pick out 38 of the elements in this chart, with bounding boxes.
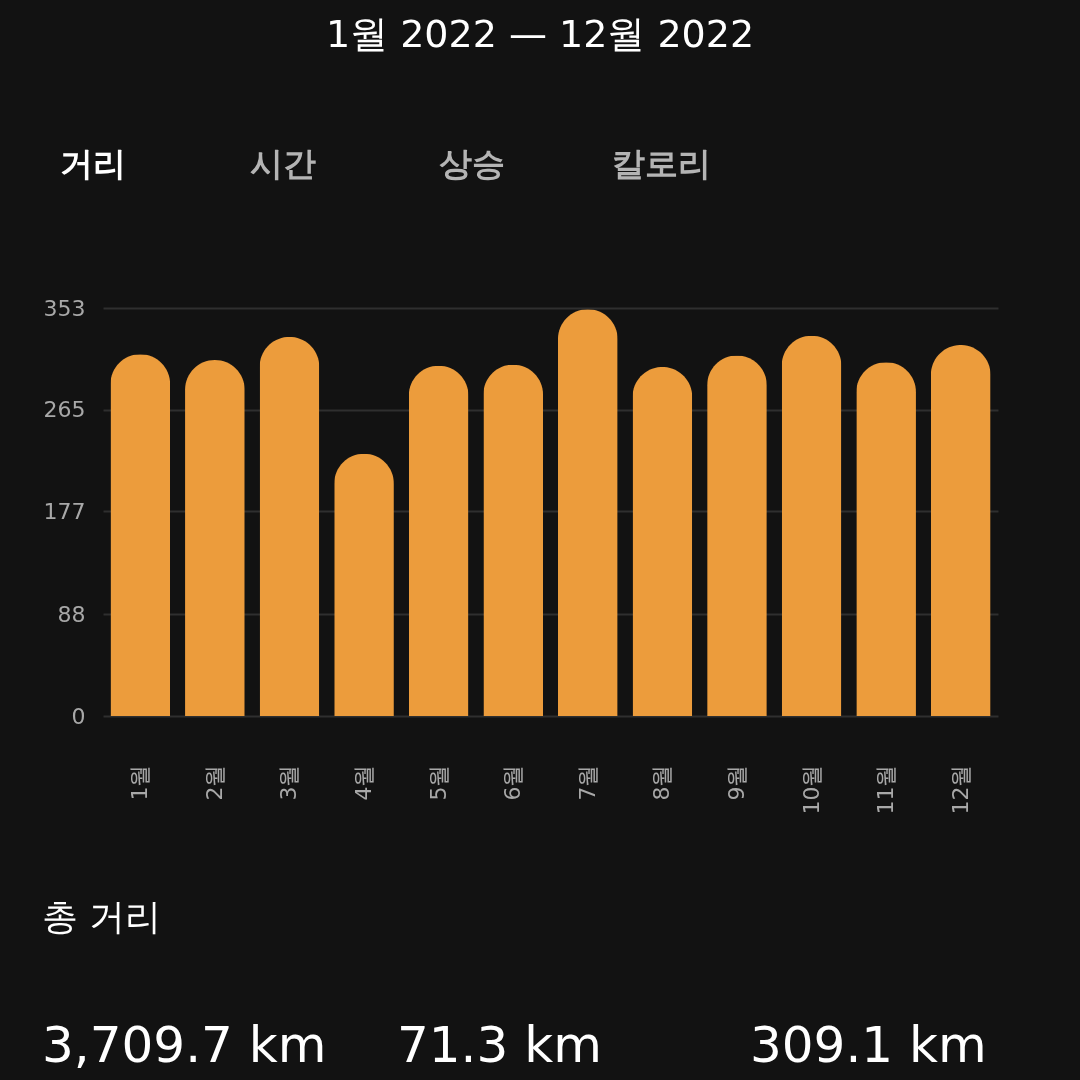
y-tick-label: 265 xyxy=(43,397,86,423)
x-tick-label: 8월 xyxy=(649,764,675,801)
x-tick-label: 1월 xyxy=(127,764,153,801)
y-tick-label: 177 xyxy=(43,498,86,524)
bar xyxy=(856,362,916,716)
x-tick-label: 4월 xyxy=(351,764,377,801)
chart-title: 1월 2022 — 12월 2022 xyxy=(325,12,755,56)
text: 309.1 km xyxy=(750,1016,987,1074)
text: 상승 xyxy=(439,144,505,183)
text: 71.3 km xyxy=(397,1016,602,1074)
text: 3,709.7 km xyxy=(42,1016,327,1074)
x-tick-label: 11월 xyxy=(873,764,899,815)
text: 총 거리 xyxy=(42,896,162,937)
x-tick-label: 9월 xyxy=(723,764,749,801)
bar xyxy=(185,360,245,716)
bar xyxy=(632,366,693,716)
bar xyxy=(557,309,618,716)
text: 시간 xyxy=(250,144,316,183)
x-tick-label: 3월 xyxy=(276,764,302,801)
bar xyxy=(408,365,469,716)
y-tick-label: 88 xyxy=(57,601,86,627)
y-tick-label: 0 xyxy=(71,703,86,729)
y-tick-label: 353 xyxy=(43,295,86,321)
x-tick-label: 7월 xyxy=(574,764,600,801)
text: 거리 xyxy=(60,144,126,183)
x-tick-label: 2월 xyxy=(201,764,227,801)
bar xyxy=(483,364,544,716)
x-tick-label: 10월 xyxy=(798,764,824,815)
x-tick-label: 6월 xyxy=(500,764,526,801)
text: 칼로리 xyxy=(611,144,711,183)
bar xyxy=(110,354,171,716)
bar xyxy=(707,355,767,716)
bar xyxy=(930,344,991,716)
bar xyxy=(259,336,320,716)
bar xyxy=(781,335,842,716)
x-tick-label: 12월 xyxy=(947,764,973,815)
bar xyxy=(334,453,394,716)
x-tick-label: 5월 xyxy=(425,764,451,801)
